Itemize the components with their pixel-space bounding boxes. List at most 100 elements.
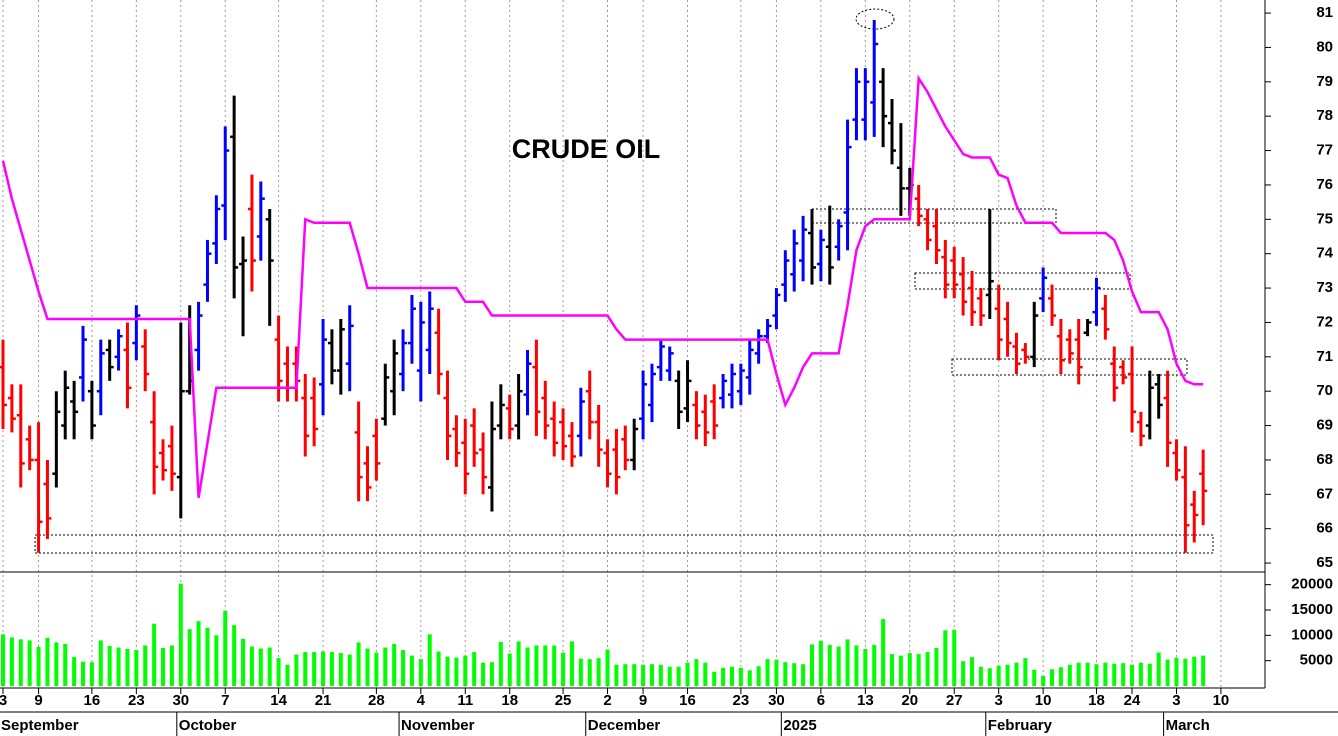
- volume-bar: [676, 666, 681, 686]
- volume-bar: [152, 623, 157, 686]
- volume-bar: [516, 641, 521, 686]
- x-tick-label: 16: [84, 692, 101, 709]
- x-tick-label: 14: [270, 692, 287, 709]
- volume-bar: [241, 638, 246, 686]
- volume-bar: [605, 649, 610, 686]
- volume-bar: [978, 666, 983, 686]
- volume-bar: [116, 647, 121, 686]
- y-tick-label: 79: [1316, 73, 1333, 90]
- volume-bar: [623, 664, 628, 686]
- y-tick-label: 78: [1316, 107, 1333, 124]
- x-tick-label: 11: [457, 692, 473, 709]
- volume-bar: [401, 650, 406, 686]
- month-label: February: [988, 717, 1053, 734]
- volume-bar: [196, 621, 201, 686]
- y-tick-label: 71: [1316, 348, 1333, 365]
- y-tick-label: 69: [1316, 417, 1333, 434]
- volume-bar: [303, 652, 308, 686]
- volume-bar: [445, 656, 450, 686]
- volume-bar: [996, 665, 1001, 686]
- volume-bar: [1076, 662, 1081, 686]
- resistance-zone: [914, 272, 1131, 290]
- volume-bar: [472, 652, 477, 686]
- volume-bar: [694, 659, 699, 686]
- volume-bar: [1058, 667, 1063, 686]
- volume-bar: [481, 662, 486, 686]
- volume-bar: [107, 645, 112, 686]
- volume-bar: [187, 629, 192, 686]
- volume-bar: [632, 664, 637, 686]
- volume-bar: [578, 658, 583, 686]
- volume-bar: [1050, 669, 1055, 686]
- volume-bar: [934, 648, 939, 686]
- volume-bar: [987, 668, 992, 686]
- volume-bar: [89, 662, 94, 686]
- volume-bar: [338, 653, 343, 686]
- volume-bar: [36, 646, 41, 686]
- volume-bar: [534, 645, 539, 686]
- volume-bar: [1130, 664, 1135, 686]
- volume-bar: [845, 639, 850, 686]
- y-tick-label: 66: [1316, 520, 1333, 537]
- volume-bar: [525, 647, 530, 686]
- y-tick-label: 74: [1316, 245, 1333, 262]
- volume-tick-label: 15000: [1291, 601, 1333, 618]
- y-tick-label: 80: [1316, 38, 1333, 55]
- volume-bar: [890, 654, 894, 686]
- volume-bar: [863, 649, 868, 686]
- y-tick-label: 68: [1316, 451, 1333, 468]
- volume-bar: [1067, 664, 1072, 686]
- volume-bar: [178, 583, 183, 686]
- volume-bar: [276, 658, 281, 686]
- volume-bar: [321, 651, 326, 686]
- volume-bar: [347, 654, 352, 686]
- volume-bar: [898, 655, 903, 686]
- volume-bar: [1014, 662, 1019, 686]
- volume-bar: [943, 630, 948, 686]
- volume-bar: [489, 662, 494, 686]
- volume-bar: [312, 652, 317, 686]
- volume-bar: [792, 663, 797, 686]
- volume-bar: [169, 645, 174, 686]
- volume-bar: [1147, 663, 1152, 686]
- volume-bar: [205, 627, 210, 686]
- volume-bar: [81, 661, 86, 686]
- volume-bar: [738, 667, 743, 686]
- volume-bar: [809, 644, 814, 686]
- volume-bar: [72, 657, 77, 686]
- chart-annotation: CRUDE OIL: [512, 134, 661, 164]
- volume-bar: [543, 645, 548, 686]
- x-tick-label: 21: [315, 692, 332, 709]
- volume-bar: [45, 637, 50, 686]
- volume-bar: [1041, 675, 1046, 686]
- volume-bar: [774, 659, 779, 686]
- x-tick-label: 30: [768, 692, 785, 709]
- volume-bar: [765, 659, 770, 686]
- month-label: September: [1, 717, 79, 734]
- volume-bar: [685, 662, 690, 686]
- y-tick-label: 65: [1316, 554, 1333, 571]
- x-tick-label: 16: [679, 692, 696, 709]
- month-label: October: [179, 717, 237, 734]
- volume-bar: [223, 611, 228, 686]
- x-tick-label: 27: [946, 692, 963, 709]
- volume-bar: [596, 658, 601, 686]
- x-tick-label: 30: [172, 692, 189, 709]
- volume-bar: [703, 662, 708, 686]
- volume-tick-label: 5000: [1300, 652, 1333, 669]
- stop-line: [1, 74, 1204, 498]
- x-tick-label: 2: [603, 692, 611, 709]
- volume-bar: [1094, 664, 1099, 686]
- month-label: March: [1166, 717, 1210, 734]
- volume-bar: [854, 645, 859, 686]
- volume-bar: [952, 629, 957, 686]
- volume-bar: [756, 666, 761, 686]
- volume-bar: [801, 664, 806, 686]
- volume-bar: [1138, 662, 1143, 686]
- volume-bar: [54, 642, 59, 686]
- volume-bar: [232, 625, 237, 686]
- volume-bar: [658, 664, 663, 686]
- volume-bar: [1192, 656, 1197, 686]
- x-tick-label: 10: [1035, 692, 1052, 709]
- y-tick-label: 76: [1316, 176, 1333, 193]
